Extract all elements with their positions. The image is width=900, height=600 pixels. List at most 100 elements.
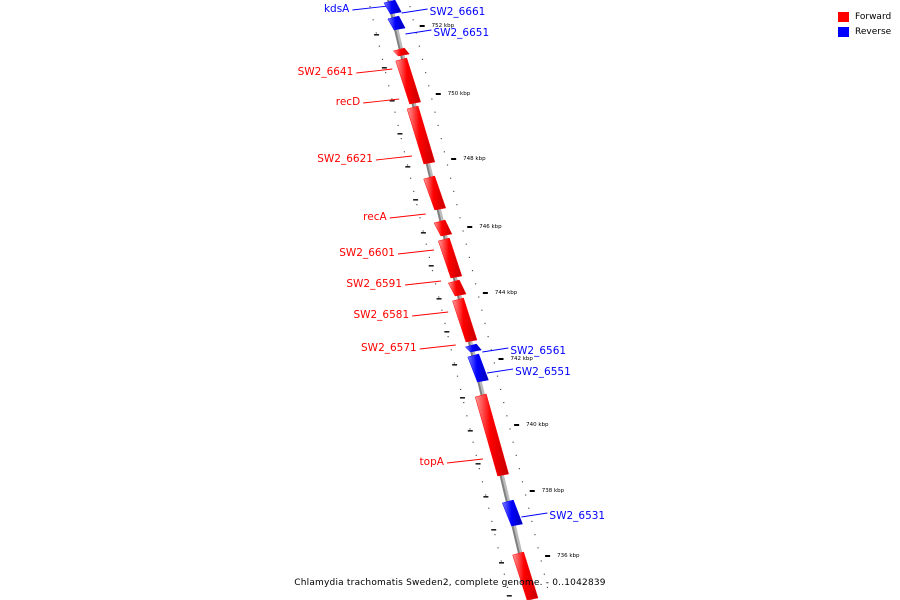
gene-label[interactable]: SW2_6621 [317, 153, 373, 165]
minor-tick [378, 45, 380, 47]
minor-tick [431, 270, 434, 272]
gene-sw2_6641[interactable]: SW2_6641 [298, 47, 410, 78]
minor-tick [483, 496, 489, 498]
gene-sw2_6571[interactable]: SW2_6571 [361, 297, 478, 354]
gene-box[interactable] [467, 353, 489, 383]
legend-forward[interactable]: Forward [838, 9, 891, 24]
gene-kdsa[interactable]: kdsA [324, 3, 389, 15]
minor-tick [415, 32, 417, 34]
gene-feature[interactable] [512, 551, 539, 600]
minor-tick [484, 322, 486, 324]
minor-tick [375, 32, 377, 34]
gene-sw2_6581[interactable]: SW2_6581 [353, 279, 467, 321]
minor-tick [385, 72, 387, 74]
gene-recd[interactable]: recD [336, 57, 421, 108]
gene-label[interactable]: SW2_6551 [515, 366, 571, 378]
gene-box[interactable] [452, 297, 478, 343]
minor-tick [506, 415, 508, 417]
minor-tick [369, 6, 371, 8]
gene-label[interactable]: SW2_6661 [430, 6, 486, 18]
gene-sw2_6531[interactable]: SW2_6531 [501, 499, 605, 527]
major-tick [482, 292, 488, 294]
gene-label[interactable]: SW2_6581 [353, 309, 409, 321]
minor-tick [425, 72, 427, 74]
minor-tick [405, 166, 411, 168]
minor-tick [446, 164, 449, 166]
gene-label[interactable]: kdsA [324, 3, 350, 15]
minor-tick [421, 58, 424, 60]
minor-tick [444, 331, 450, 333]
gene-sw2_6661[interactable]: SW2_6661 [383, 0, 486, 18]
legend-reverse[interactable]: Reverse [838, 24, 891, 39]
gene-box[interactable] [464, 343, 482, 353]
gene-topa[interactable]: topA [420, 393, 509, 477]
minor-tick [397, 124, 399, 126]
legend-forward-label: Forward [855, 11, 892, 22]
minor-tick [403, 151, 405, 153]
gene-sw2_6561[interactable]: SW2_6561 [464, 343, 566, 357]
minor-tick [391, 98, 393, 100]
minor-tick [420, 232, 426, 234]
minor-tick [506, 595, 512, 597]
minor-tick [487, 336, 489, 338]
gene-box[interactable] [392, 47, 410, 57]
gene-sw2_6591[interactable]: SW2_6591 [346, 237, 463, 290]
gene-label[interactable]: SW2_6571 [361, 342, 417, 354]
minor-tick [478, 296, 480, 298]
gene-leader-line [352, 5, 389, 11]
gene-box[interactable] [433, 219, 453, 237]
gene-box[interactable] [406, 105, 436, 165]
gene-box[interactable] [438, 237, 463, 279]
strand-legend: Forward Reverse [838, 9, 891, 39]
gene-sw2_6621[interactable]: SW2_6621 [317, 105, 436, 165]
minor-tick [537, 547, 539, 549]
gene-box[interactable] [387, 15, 406, 31]
gene-label[interactable]: recD [336, 96, 360, 108]
minor-tick [512, 441, 514, 443]
minor-tick [491, 529, 497, 531]
gene-box[interactable] [383, 0, 402, 15]
minor-tick [509, 428, 511, 430]
gene-label[interactable]: topA [420, 456, 445, 468]
gene-leader-line [412, 311, 449, 317]
minor-tick [438, 296, 440, 298]
gene-reca[interactable]: recA [363, 175, 447, 223]
minor-tick [481, 481, 484, 483]
minor-tick [410, 177, 412, 179]
kbp-tick-label: 752 kbp [432, 23, 455, 29]
legend-reverse-label: Reverse [855, 26, 892, 37]
gene-sw2_6651[interactable]: SW2_6651 [387, 15, 489, 39]
gene-box[interactable] [512, 551, 539, 600]
minor-tick [528, 507, 530, 509]
minor-tick [525, 494, 527, 496]
gene-box[interactable] [501, 499, 523, 527]
gene-label[interactable]: SW2_6651 [433, 27, 489, 39]
gene-sw2_6551[interactable]: SW2_6551 [467, 353, 571, 383]
minor-tick [493, 362, 495, 364]
minor-tick [416, 204, 418, 206]
gene-box[interactable] [474, 393, 509, 477]
major-tick [545, 555, 551, 557]
minor-tick [491, 520, 493, 522]
gene-box[interactable] [447, 279, 467, 297]
gene-label[interactable]: SW2_6531 [549, 510, 605, 522]
gene-box[interactable] [423, 175, 447, 211]
gene-label[interactable]: SW2_6591 [346, 278, 402, 290]
minor-tick [422, 230, 424, 232]
minor-tick [503, 573, 505, 575]
gene-label[interactable]: recA [363, 211, 387, 223]
gene-label[interactable]: SW2_6601 [339, 247, 395, 259]
minor-tick [500, 560, 502, 562]
minor-tick [452, 364, 458, 366]
gene-label[interactable]: SW2_6561 [510, 345, 566, 357]
minor-tick [437, 124, 439, 126]
gene-box[interactable] [395, 57, 421, 105]
gene-leader-line [397, 249, 435, 255]
gene-sw2_6601[interactable]: SW2_6601 [339, 219, 453, 259]
minor-tick [419, 217, 421, 219]
gene-label[interactable]: SW2_6641 [298, 66, 354, 78]
gene-leader-line [356, 68, 393, 74]
minor-tick [521, 481, 524, 483]
